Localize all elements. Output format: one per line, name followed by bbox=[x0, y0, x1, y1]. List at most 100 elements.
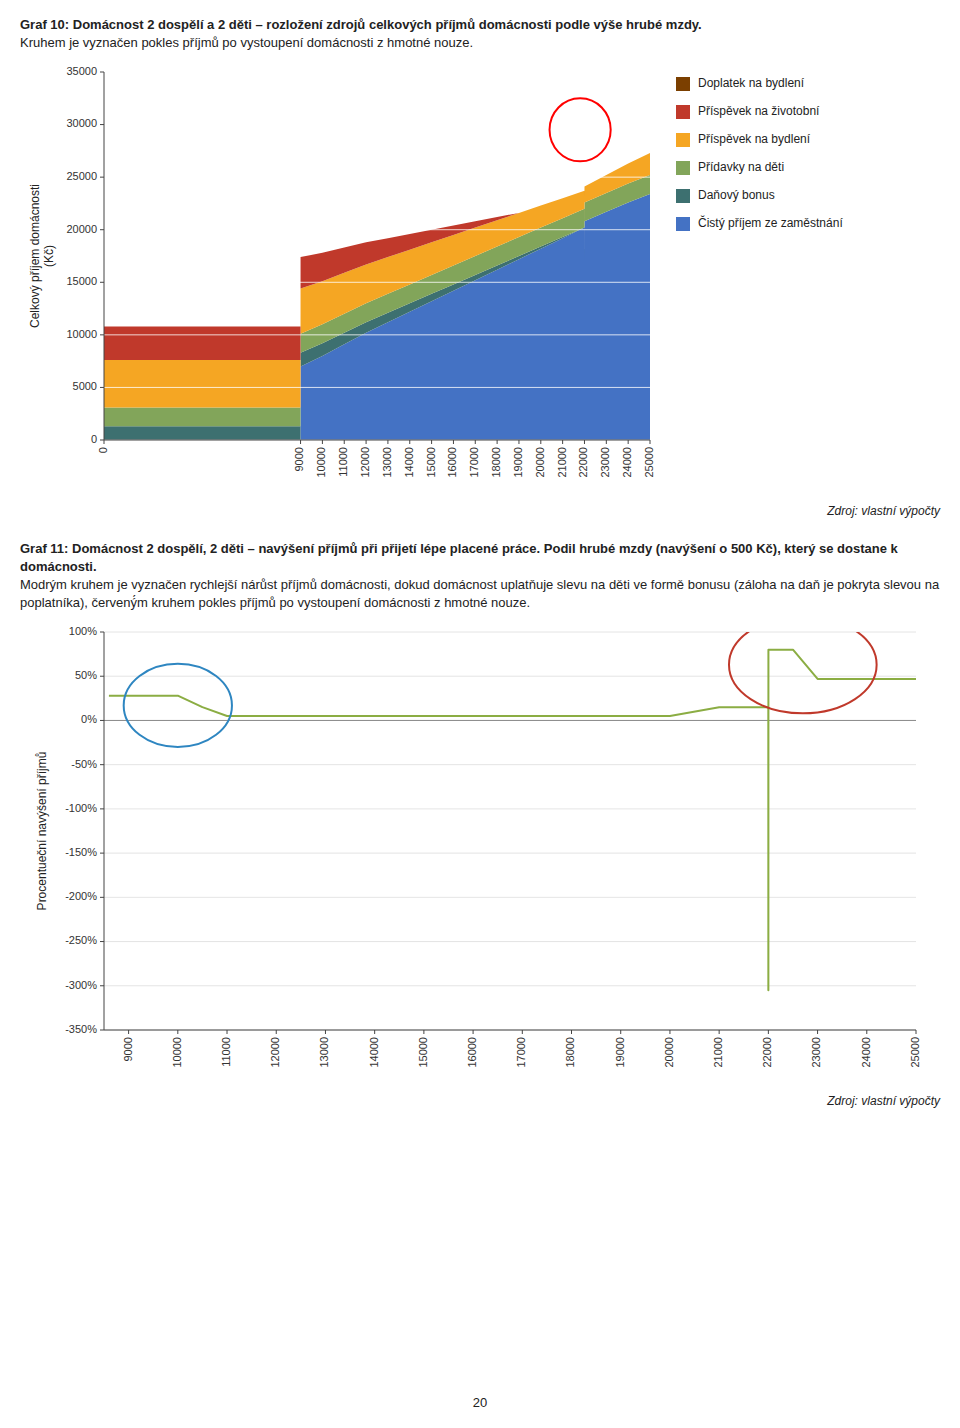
y-tick-label: -350% bbox=[65, 1023, 97, 1035]
x-tick-label: 12000 bbox=[269, 1037, 281, 1068]
y-tick bbox=[100, 1030, 104, 1031]
x-tick-label: 17000 bbox=[515, 1037, 527, 1068]
x-tick bbox=[366, 440, 367, 444]
y-tick-label: 20000 bbox=[66, 223, 97, 235]
x-tick bbox=[518, 440, 519, 444]
y-axis-label-line: (Kč) bbox=[42, 245, 56, 267]
y-tick bbox=[100, 897, 104, 898]
grid-line bbox=[104, 985, 916, 986]
x-tick bbox=[423, 1030, 424, 1034]
area-series bbox=[104, 153, 650, 326]
x-tick bbox=[669, 1030, 670, 1034]
y-tick-label: 50% bbox=[75, 669, 97, 681]
x-tick bbox=[497, 440, 498, 444]
legend-label: Daňový bonus bbox=[698, 188, 775, 202]
source-note: Zdroj: vlastní výpočty bbox=[20, 504, 940, 518]
y-tick bbox=[100, 72, 104, 73]
grid-line bbox=[104, 941, 916, 942]
y-tick-label: -50% bbox=[71, 758, 97, 770]
x-tick-label: 15000 bbox=[417, 1037, 429, 1068]
y-tick bbox=[100, 632, 104, 633]
plot-area bbox=[104, 72, 650, 440]
y-tick bbox=[100, 229, 104, 230]
area-series bbox=[104, 153, 650, 360]
y-tick-label: -150% bbox=[65, 846, 97, 858]
y-tick bbox=[100, 941, 104, 942]
y-tick bbox=[100, 387, 104, 388]
grid-line bbox=[104, 853, 916, 854]
legend-label: Příspěvek na bydlení bbox=[698, 132, 811, 146]
chart-block: Graf 10: Domácnost 2 dospělí a 2 děti – … bbox=[20, 16, 940, 518]
x-tick-label: 11000 bbox=[337, 447, 349, 477]
y-tick bbox=[100, 720, 104, 721]
y-tick-label: 0% bbox=[81, 713, 97, 725]
x-tick-label: 11000 bbox=[220, 1037, 232, 1067]
x-axis-line bbox=[104, 440, 650, 441]
x-tick bbox=[322, 440, 323, 444]
x-tick bbox=[300, 440, 301, 444]
x-tick-label: 22000 bbox=[761, 1037, 773, 1068]
x-tick bbox=[571, 1030, 572, 1034]
y-tick-label: 100% bbox=[69, 625, 97, 637]
x-tick-label: 14000 bbox=[403, 447, 415, 478]
chart: 0500010000150002000025000300003500009000… bbox=[20, 58, 940, 498]
annotation-ellipse bbox=[729, 632, 877, 713]
y-axis-label: Celkový příjem domácnosti(Kč) bbox=[28, 184, 56, 328]
y-axis-line bbox=[104, 72, 105, 440]
x-tick bbox=[431, 440, 432, 444]
x-tick-label: 22000 bbox=[577, 447, 589, 478]
x-tick-label: 9000 bbox=[293, 447, 305, 471]
x-tick bbox=[276, 1030, 277, 1034]
chart-title: Graf 10: Domácnost 2 dospělí a 2 děti – … bbox=[20, 16, 940, 34]
x-tick-label: 21000 bbox=[712, 1037, 724, 1068]
y-axis-label-line: Celkový příjem domácnosti bbox=[28, 184, 42, 328]
annotation-ellipse bbox=[124, 664, 232, 747]
y-tick bbox=[100, 676, 104, 677]
x-tick-label: 18000 bbox=[564, 1037, 576, 1068]
annotation-ellipse bbox=[550, 98, 611, 161]
x-tick bbox=[916, 1030, 917, 1034]
chart-title: Graf 11: Domácnost 2 dospělí, 2 děti – n… bbox=[20, 540, 940, 576]
x-tick bbox=[562, 440, 563, 444]
y-tick bbox=[100, 177, 104, 178]
x-tick bbox=[628, 440, 629, 444]
x-tick bbox=[606, 440, 607, 444]
legend-swatch bbox=[676, 105, 690, 119]
x-tick-label: 17000 bbox=[468, 447, 480, 478]
y-tick-label: -250% bbox=[65, 934, 97, 946]
x-tick-label: 24000 bbox=[621, 447, 633, 478]
grid-line bbox=[104, 282, 650, 283]
x-tick-label: 24000 bbox=[860, 1037, 872, 1068]
x-tick-label: 18000 bbox=[490, 447, 502, 478]
x-tick bbox=[409, 440, 410, 444]
legend-label: Doplatek na bydlení bbox=[698, 76, 805, 90]
legend-swatch bbox=[676, 133, 690, 147]
x-tick bbox=[522, 1030, 523, 1034]
grid-line bbox=[104, 1030, 916, 1031]
page: Graf 10: Domácnost 2 dospělí a 2 děti – … bbox=[0, 0, 960, 1108]
chart: -350%-300%-250%-200%-150%-100%-50%0%50%1… bbox=[20, 618, 940, 1088]
y-tick bbox=[100, 985, 104, 986]
line-series bbox=[109, 650, 916, 991]
y-tick-label: -100% bbox=[65, 802, 97, 814]
x-tick-label: 16000 bbox=[466, 1037, 478, 1068]
page-number: 20 bbox=[0, 1395, 960, 1410]
y-axis-line bbox=[104, 632, 105, 1030]
x-tick-label: 20000 bbox=[534, 447, 546, 478]
x-tick-label: 10000 bbox=[171, 1037, 183, 1068]
source-note: Zdroj: vlastní výpočty bbox=[20, 1094, 940, 1108]
legend-label: Čistý příjem ze zaměstnání bbox=[698, 215, 843, 230]
y-tick-label: 35000 bbox=[66, 65, 97, 77]
x-tick bbox=[104, 440, 105, 444]
legend-label: Přídavky na děti bbox=[698, 160, 784, 174]
x-tick-label: 12000 bbox=[359, 447, 371, 478]
grid-line bbox=[104, 720, 916, 721]
x-tick bbox=[540, 440, 541, 444]
y-tick bbox=[100, 764, 104, 765]
x-tick bbox=[719, 1030, 720, 1034]
x-tick bbox=[650, 440, 651, 444]
legend-swatch bbox=[676, 189, 690, 203]
y-tick-label: 10000 bbox=[66, 328, 97, 340]
y-tick-label: -300% bbox=[65, 979, 97, 991]
legend-label: Příspěvek na životobní bbox=[698, 104, 820, 118]
